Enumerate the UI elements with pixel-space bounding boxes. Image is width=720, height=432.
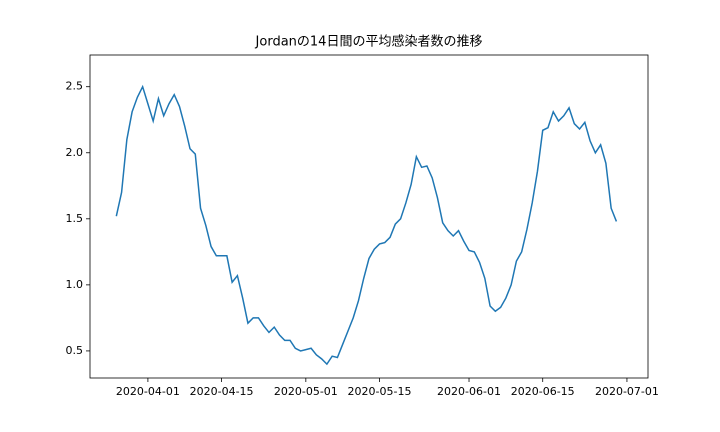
- x-tick-label: 2020-05-15: [348, 385, 412, 398]
- chart-title: Jordanの14日間の平均感染者数の推移: [255, 34, 483, 50]
- line-series: [115, 84, 618, 366]
- x-tick-label: 2020-04-15: [190, 385, 254, 398]
- y-tick-label: 0.5: [66, 344, 84, 357]
- y-tick-label: 1.0: [66, 278, 84, 291]
- x-tick-label: 2020-07-01: [595, 385, 659, 398]
- x-tick-label: 2020-04-01: [116, 385, 180, 398]
- y-tick-label: 2.0: [66, 146, 84, 159]
- y-tick-label: 2.5: [66, 80, 84, 93]
- x-tick-label: 2020-06-15: [511, 385, 575, 398]
- x-tick-label: 2020-06-01: [437, 385, 501, 398]
- x-tick-label: 2020-05-01: [274, 385, 338, 398]
- plot-frame: [89, 54, 649, 379]
- y-tick-label: 1.5: [66, 212, 84, 225]
